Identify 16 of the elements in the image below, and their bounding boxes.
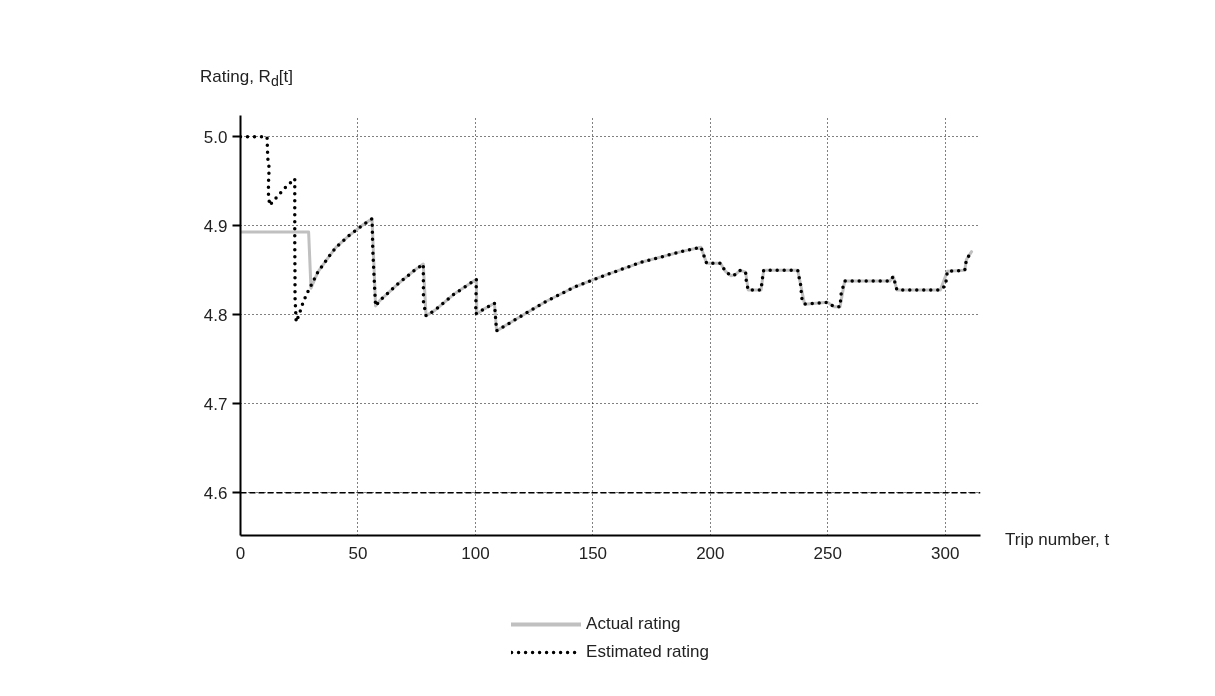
x-axis-title: Trip number, t [1005, 529, 1110, 551]
x-tick-label: 0 [235, 543, 246, 563]
x-tick-label: 300 [931, 543, 960, 563]
x-tick-label: 50 [348, 543, 368, 563]
x-tick-label: 150 [578, 543, 608, 563]
y-tick-label: 4.8 [203, 305, 228, 325]
y-tick-label: 4.6 [203, 483, 228, 503]
y-axis-title: Rating, R$_{d}$[t] [200, 66, 293, 92]
x-tick-label: 250 [813, 543, 842, 563]
y-tick-label: 4.9 [203, 216, 228, 236]
y-tick-label: 5.0 [203, 127, 228, 147]
legend-label: Estimated rating [586, 641, 709, 662]
x-tick-label: 100 [461, 543, 490, 563]
x-tick-label: 200 [696, 543, 725, 563]
y-tick-label: 4.7 [203, 394, 228, 414]
legend-label: Actual rating [586, 613, 681, 634]
